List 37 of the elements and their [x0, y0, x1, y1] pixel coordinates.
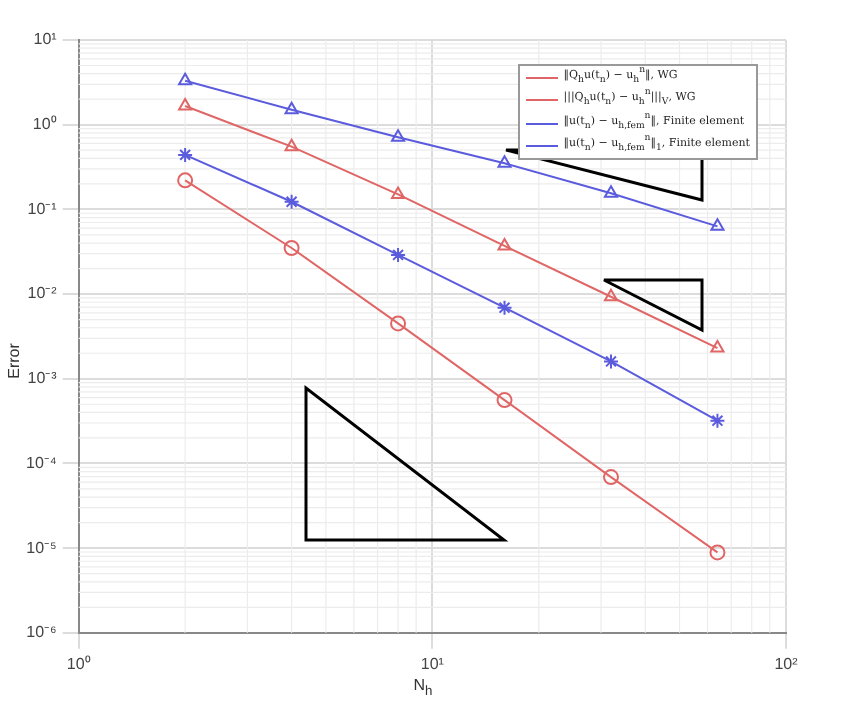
point	[496, 392, 513, 409]
y-tick-label: 10⁰	[32, 115, 57, 134]
point	[603, 185, 619, 198]
point	[602, 353, 619, 370]
point	[178, 98, 193, 111]
x-tick-label: 10¹	[420, 654, 445, 673]
y-tick-label: 10⁻²	[27, 284, 58, 303]
point	[497, 155, 512, 168]
point	[710, 218, 725, 231]
point	[284, 101, 299, 115]
point	[283, 193, 300, 210]
y-tick-label: 10⁻³	[27, 369, 58, 388]
point	[602, 469, 619, 486]
point	[603, 288, 619, 302]
x-tick-label: 10⁰	[66, 654, 91, 673]
y-tick-label: 10⁻¹	[27, 199, 58, 218]
x-tick-label: 10²	[774, 654, 799, 673]
y-tick-label: 10⁻⁶	[26, 623, 57, 642]
point	[497, 237, 512, 251]
point	[709, 544, 726, 561]
y-tick-label: 10¹	[33, 30, 58, 49]
point	[283, 239, 300, 256]
point	[284, 138, 299, 152]
point	[391, 129, 406, 142]
point	[390, 315, 407, 332]
y-tick-label: 10⁻⁵	[26, 538, 57, 557]
point	[177, 172, 194, 189]
point	[177, 146, 194, 163]
x-axis-title: N$_{h}$	[411, 676, 435, 700]
point	[391, 186, 406, 199]
point	[390, 246, 407, 263]
point	[178, 72, 193, 86]
point	[710, 340, 725, 353]
point	[496, 299, 513, 316]
y-axis-title: Error	[5, 342, 23, 378]
point	[709, 412, 726, 429]
y-tick-label: 10⁻⁴	[25, 453, 58, 472]
